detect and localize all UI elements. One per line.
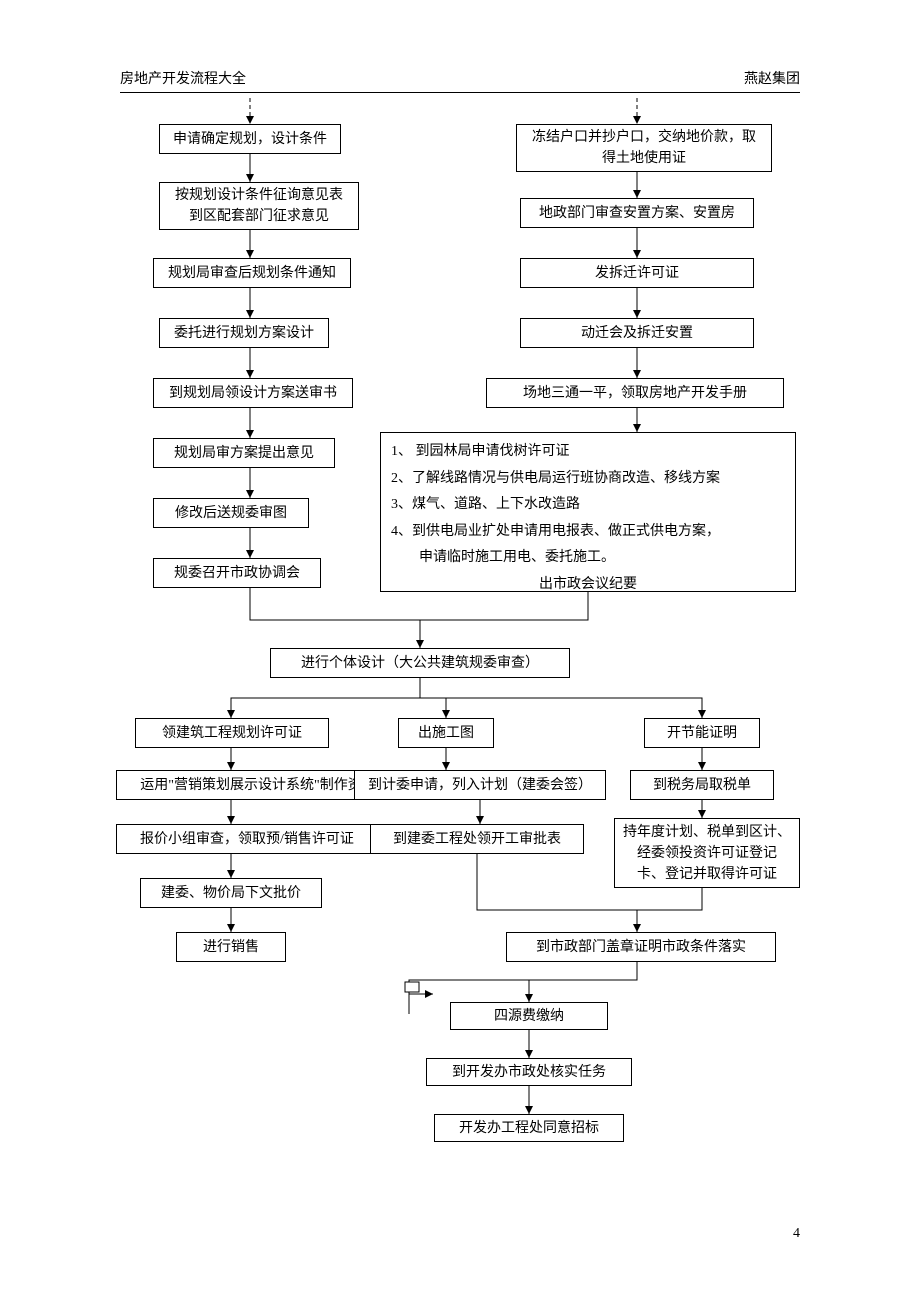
node-R3: 发拆迁许可证 bbox=[520, 258, 754, 288]
node-R5: 场地三通一平，领取房地产开发手册 bbox=[486, 378, 784, 408]
node-L4: 委托进行规划方案设计 bbox=[159, 318, 329, 348]
node-L2: 按规划设计条件征询意见表 到区配套部门征求意见 bbox=[159, 182, 359, 230]
node-R6-line-2: 3、煤气、道路、上下水改造路 bbox=[391, 492, 785, 519]
node-L5: 到规划局领设计方案送审书 bbox=[153, 378, 353, 408]
node-D1: 到市政部门盖章证明市政条件落实 bbox=[506, 932, 776, 962]
page-header: 房地产开发流程大全 燕赵集团 bbox=[120, 68, 800, 93]
node-R6-line-4: 申请临时施工用电、委托施工。 bbox=[391, 545, 785, 572]
node-R2: 地政部门审查安置方案、安置房 bbox=[520, 198, 754, 228]
node-L1: 申请确定规划，设计条件 bbox=[159, 124, 341, 154]
node-M1: 进行个体设计（大公共建筑规委审查） bbox=[270, 648, 570, 678]
node-L6: 规划局审方案提出意见 bbox=[153, 438, 335, 468]
node-A1: 领建筑工程规划许可证 bbox=[135, 718, 329, 748]
header-right: 燕赵集团 bbox=[744, 68, 800, 88]
page-number: 4 bbox=[793, 1226, 800, 1242]
node-D3: 到开发办市政处核实任务 bbox=[426, 1058, 632, 1086]
node-L3: 规划局审查后规划条件通知 bbox=[153, 258, 351, 288]
node-B3: 到建委工程处领开工审批表 bbox=[370, 824, 584, 854]
node-A4: 建委、物价局下文批价 bbox=[140, 878, 322, 908]
node-C1: 开节能证明 bbox=[644, 718, 760, 748]
node-R6-line-0: 1、 到园林局申请伐树许可证 bbox=[391, 439, 785, 466]
node-R1: 冻结户口并抄户口，交纳地价款，取 得土地使用证 bbox=[516, 124, 772, 172]
node-L8: 规委召开市政协调会 bbox=[153, 558, 321, 588]
node-R4: 动迁会及拆迁安置 bbox=[520, 318, 754, 348]
node-R6-line-5: 出市政会议纪要 bbox=[391, 572, 785, 599]
header-left: 房地产开发流程大全 bbox=[120, 68, 246, 88]
node-D4: 开发办工程处同意招标 bbox=[434, 1114, 624, 1142]
node-R6-line-3: 4、到供电局业扩处申请用电报表、做正式供电方案， bbox=[391, 519, 785, 546]
node-C3: 持年度计划、税单到区计、 经委领投资许可证登记 卡、登记并取得许可证 bbox=[614, 818, 800, 888]
node-D2: 四源费缴纳 bbox=[450, 1002, 608, 1030]
node-C2: 到税务局取税单 bbox=[630, 770, 774, 800]
node-A5: 进行销售 bbox=[176, 932, 286, 962]
node-A3: 报价小组审查，领取预/销售许可证 bbox=[116, 824, 378, 854]
node-B2: 到计委申请，列入计划（建委会签） bbox=[354, 770, 606, 800]
node-L7: 修改后送规委审图 bbox=[153, 498, 309, 528]
node-R6: 1、 到园林局申请伐树许可证2、了解线路情况与供电局运行班协商改造、移线方案3、… bbox=[380, 432, 796, 592]
node-B1: 出施工图 bbox=[398, 718, 494, 748]
node-R6-line-1: 2、了解线路情况与供电局运行班协商改造、移线方案 bbox=[391, 466, 785, 493]
